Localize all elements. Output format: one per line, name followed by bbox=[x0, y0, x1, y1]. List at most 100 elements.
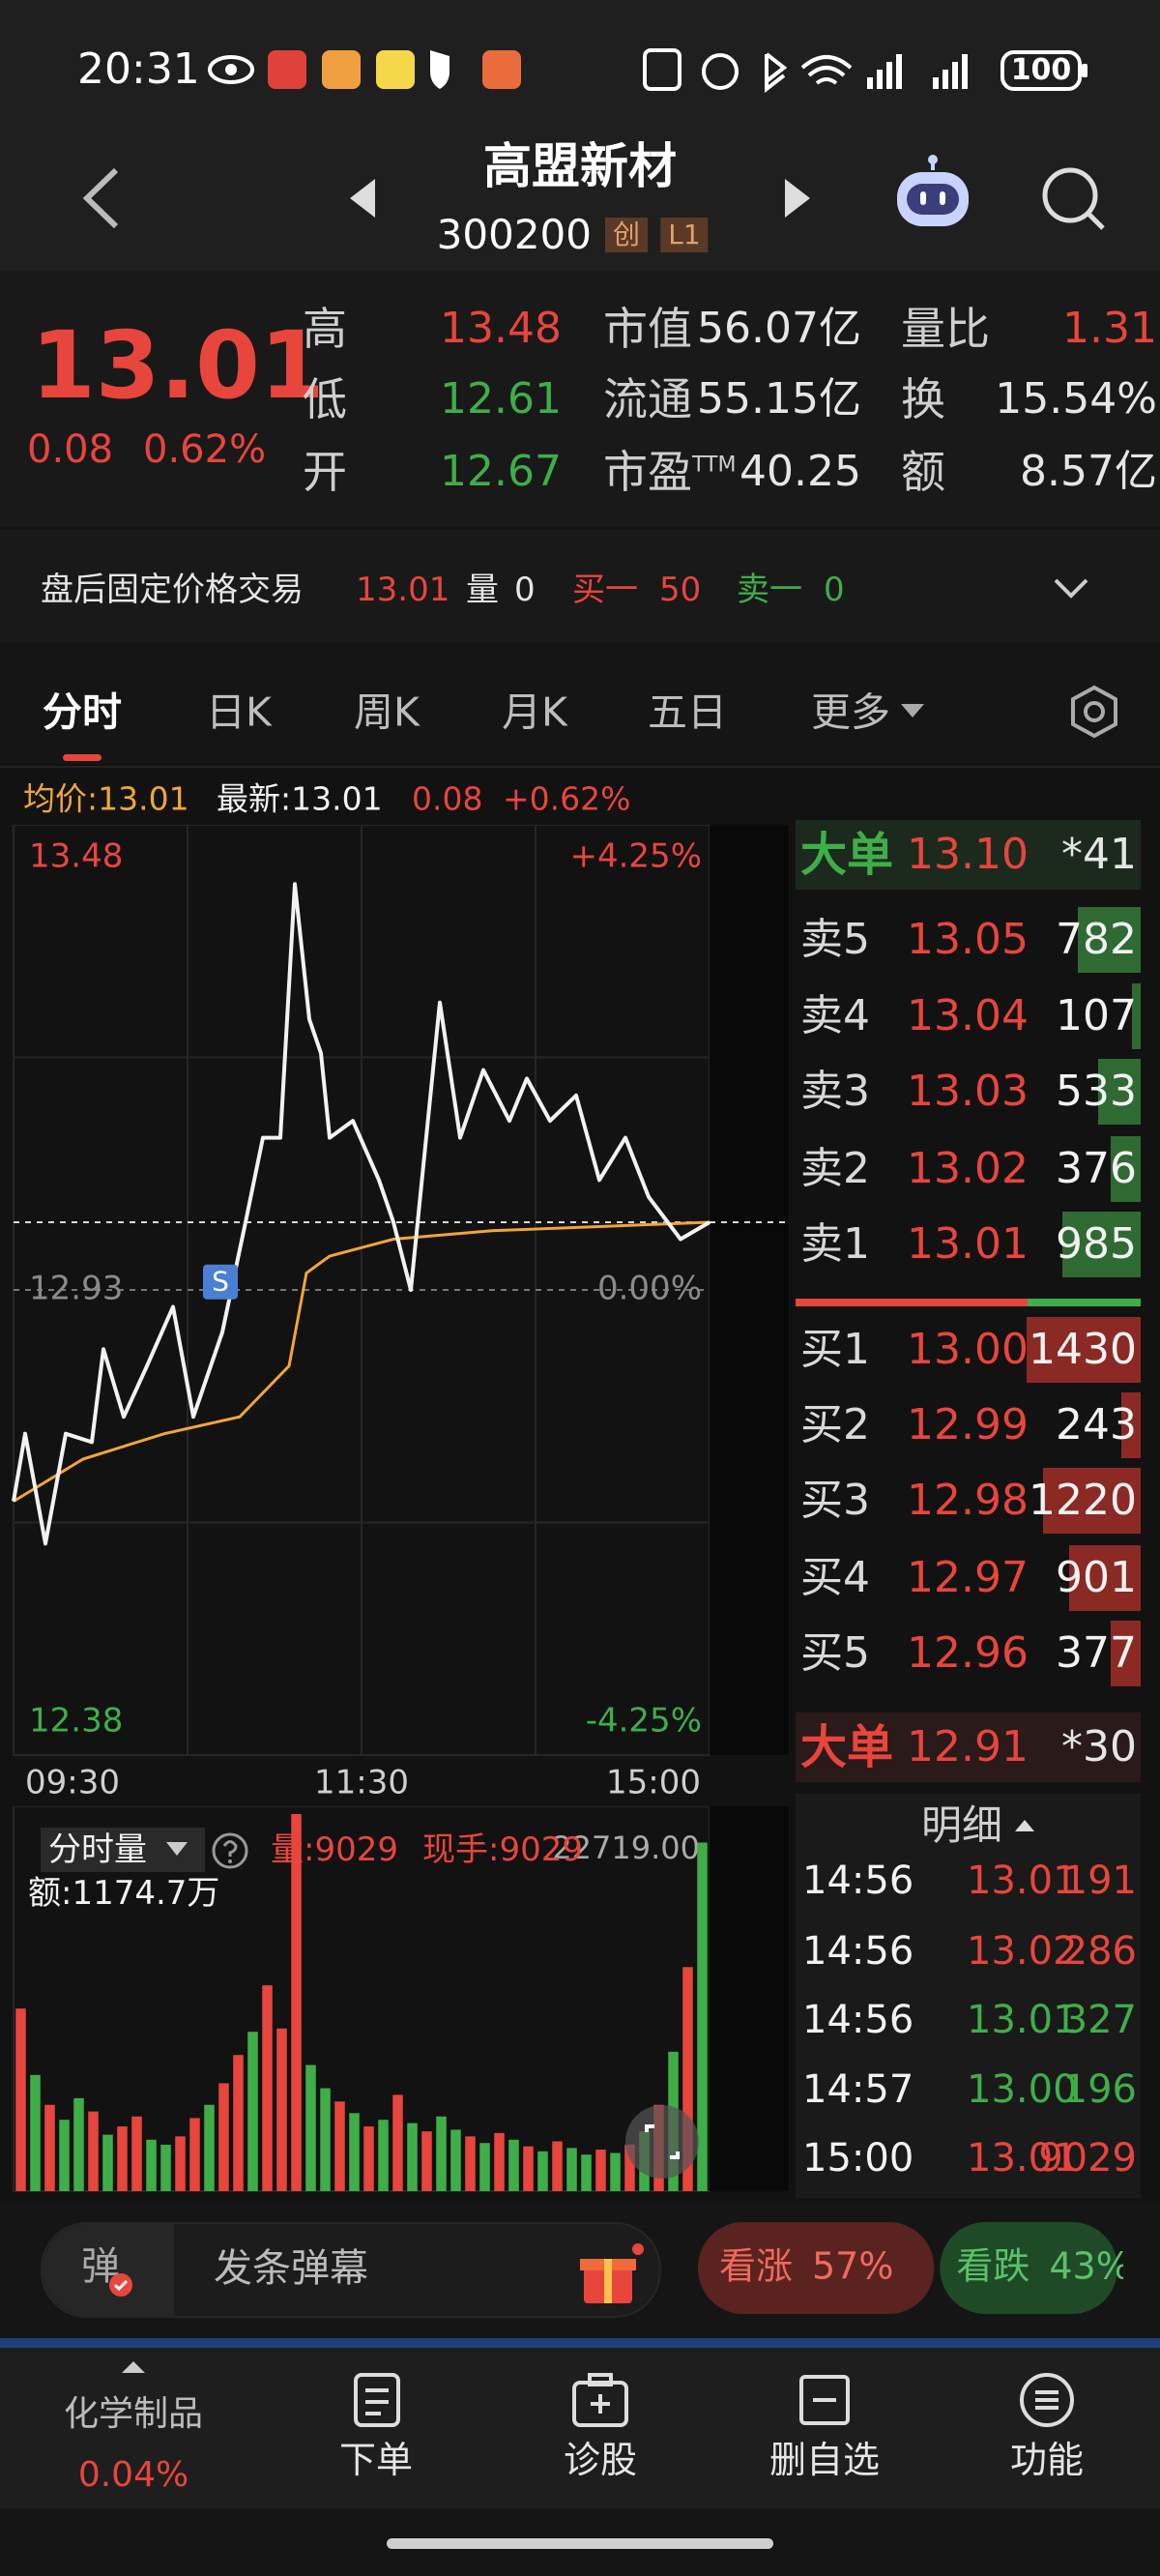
prev-stock[interactable] bbox=[348, 177, 377, 220]
volume-bar bbox=[610, 2152, 621, 2191]
next-stock[interactable] bbox=[783, 177, 812, 220]
stat-value: 12.67 bbox=[440, 447, 562, 496]
arrow bbox=[901, 704, 924, 717]
tick-price: 13.00 bbox=[967, 2067, 1078, 2112]
big-order-bg bbox=[796, 820, 1141, 890]
big-order-label: 大单 bbox=[800, 828, 894, 882]
help-icon[interactable] bbox=[211, 1831, 249, 1870]
depth-bar bbox=[1120, 1392, 1141, 1458]
volume-bar bbox=[102, 2134, 113, 2191]
assistant-icon[interactable] bbox=[889, 155, 976, 232]
volume-bar bbox=[262, 1985, 273, 2191]
big-order-label: 大单 bbox=[800, 1720, 894, 1774]
chart-tab[interactable]: 分时 bbox=[43, 688, 122, 736]
volume-bar bbox=[247, 2032, 258, 2191]
search-button[interactable] bbox=[1039, 164, 1107, 232]
stat-value: 55.15亿 bbox=[697, 374, 861, 424]
nav-item[interactable]: 删自选 bbox=[768, 2439, 881, 2481]
sentiment-bar[interactable]: 看涨 57% 看跌 43% bbox=[698, 2222, 1123, 2315]
bull-bar bbox=[698, 2222, 935, 2314]
volume-bar bbox=[30, 2074, 41, 2191]
chart-tab[interactable]: 周K bbox=[354, 688, 420, 736]
big-order-count: *41 bbox=[1061, 830, 1137, 879]
volume-bar bbox=[15, 2008, 26, 2191]
volume-bar bbox=[349, 2113, 360, 2191]
status-time: 20:31 bbox=[77, 44, 200, 94]
volume-bar bbox=[450, 2129, 461, 2191]
back-button[interactable] bbox=[77, 164, 126, 232]
avg-price-line bbox=[13, 1220, 710, 1503]
tick-volume: 9029 bbox=[1038, 2136, 1137, 2181]
book-volume: 107 bbox=[1056, 991, 1137, 1040]
big-order-price: 13.10 bbox=[907, 830, 1029, 879]
x-tick-label: 11:30 bbox=[314, 1764, 409, 1802]
latest-price: 最新:13.01 bbox=[217, 779, 383, 818]
stat-label: 流通 bbox=[603, 373, 692, 425]
sector-name[interactable]: 化学制品 bbox=[63, 2394, 204, 2434]
book-price: 13.00 bbox=[907, 1325, 1029, 1374]
settings-button[interactable] bbox=[1067, 685, 1121, 739]
chart-tab[interactable]: 日K bbox=[206, 688, 272, 736]
chart-tab[interactable]: 五日 bbox=[648, 688, 727, 736]
depth-bar bbox=[1078, 907, 1141, 973]
book-price: 13.02 bbox=[907, 1144, 1029, 1193]
book-price: 12.97 bbox=[907, 1553, 1029, 1602]
danmaku-check bbox=[109, 2273, 132, 2297]
volume-bar bbox=[537, 2151, 548, 2191]
expand-button[interactable] bbox=[1052, 576, 1090, 601]
book-price: 13.05 bbox=[907, 915, 1029, 964]
book-volume: 243 bbox=[1056, 1400, 1137, 1449]
bear-value: 43% bbox=[1049, 2245, 1123, 2288]
stat-label: 低 bbox=[303, 373, 347, 425]
volume-bar bbox=[73, 2097, 84, 2191]
book-volume: 1430 bbox=[1029, 1325, 1137, 1374]
stat-value: 1.31 bbox=[1062, 304, 1157, 353]
y-tick-label: 12.93 bbox=[29, 1270, 123, 1308]
depth-bar bbox=[1132, 983, 1141, 1049]
danmaku-placeholder[interactable]: 发条弹幕 bbox=[214, 2246, 368, 2291]
volume-bar bbox=[595, 2150, 606, 2191]
volume-bar bbox=[624, 2144, 635, 2191]
nav-item[interactable]: 下单 bbox=[338, 2439, 414, 2481]
volume-bar bbox=[581, 2154, 592, 2191]
stat-label: 市值 bbox=[603, 303, 692, 355]
tick-volume: 196 bbox=[1062, 2067, 1137, 2112]
more-arrow bbox=[901, 704, 924, 717]
book-volume: 782 bbox=[1056, 915, 1137, 964]
fullscreen-button[interactable] bbox=[624, 2103, 701, 2181]
volume-bar bbox=[189, 2118, 200, 2191]
price-line bbox=[12, 882, 711, 1546]
y-tick-label-pct: -4.25% bbox=[586, 1702, 702, 1741]
depth-bar bbox=[1110, 1621, 1141, 1686]
bear-label: 看跌 bbox=[956, 2245, 1030, 2288]
status-system-icons bbox=[643, 48, 1088, 93]
volume-bar bbox=[334, 2101, 345, 2191]
header-bg bbox=[0, 0, 1160, 271]
post-market-strip bbox=[710, 825, 789, 1755]
tick-time: 14:57 bbox=[802, 2067, 914, 2112]
chart-tab[interactable]: 更多 bbox=[811, 688, 890, 736]
nav-item[interactable]: 功能 bbox=[1009, 2439, 1085, 2481]
gift-icon[interactable] bbox=[576, 2241, 644, 2309]
x-tick-label: 15:00 bbox=[606, 1764, 701, 1802]
nav-item[interactable]: 诊股 bbox=[563, 2439, 638, 2481]
tick-price: 13.02 bbox=[967, 1929, 1078, 1974]
bull-label: 看涨 bbox=[719, 2245, 793, 2288]
book-volume: 376 bbox=[1056, 1144, 1137, 1193]
remove-watch-icon bbox=[799, 2375, 850, 2425]
chart-tab[interactable]: 月K bbox=[502, 688, 567, 736]
divider bbox=[0, 766, 1160, 768]
after-hours-volume-label: 量 bbox=[466, 571, 499, 609]
tick-price: 13.01 bbox=[967, 1998, 1078, 2042]
volume-bar bbox=[392, 2094, 403, 2191]
home-indicator[interactable] bbox=[387, 2538, 773, 2549]
stat-value: 40.25 bbox=[740, 447, 861, 496]
stat-label: 换 bbox=[901, 373, 945, 425]
volume-bar bbox=[523, 2146, 534, 2191]
ticks-title: 明细 bbox=[920, 1801, 1003, 1849]
price-change: 0.08 bbox=[27, 427, 114, 472]
volume-bar bbox=[682, 1967, 693, 2191]
stat-label: 高 bbox=[303, 303, 347, 355]
book-label: 买4 bbox=[800, 1553, 870, 1602]
